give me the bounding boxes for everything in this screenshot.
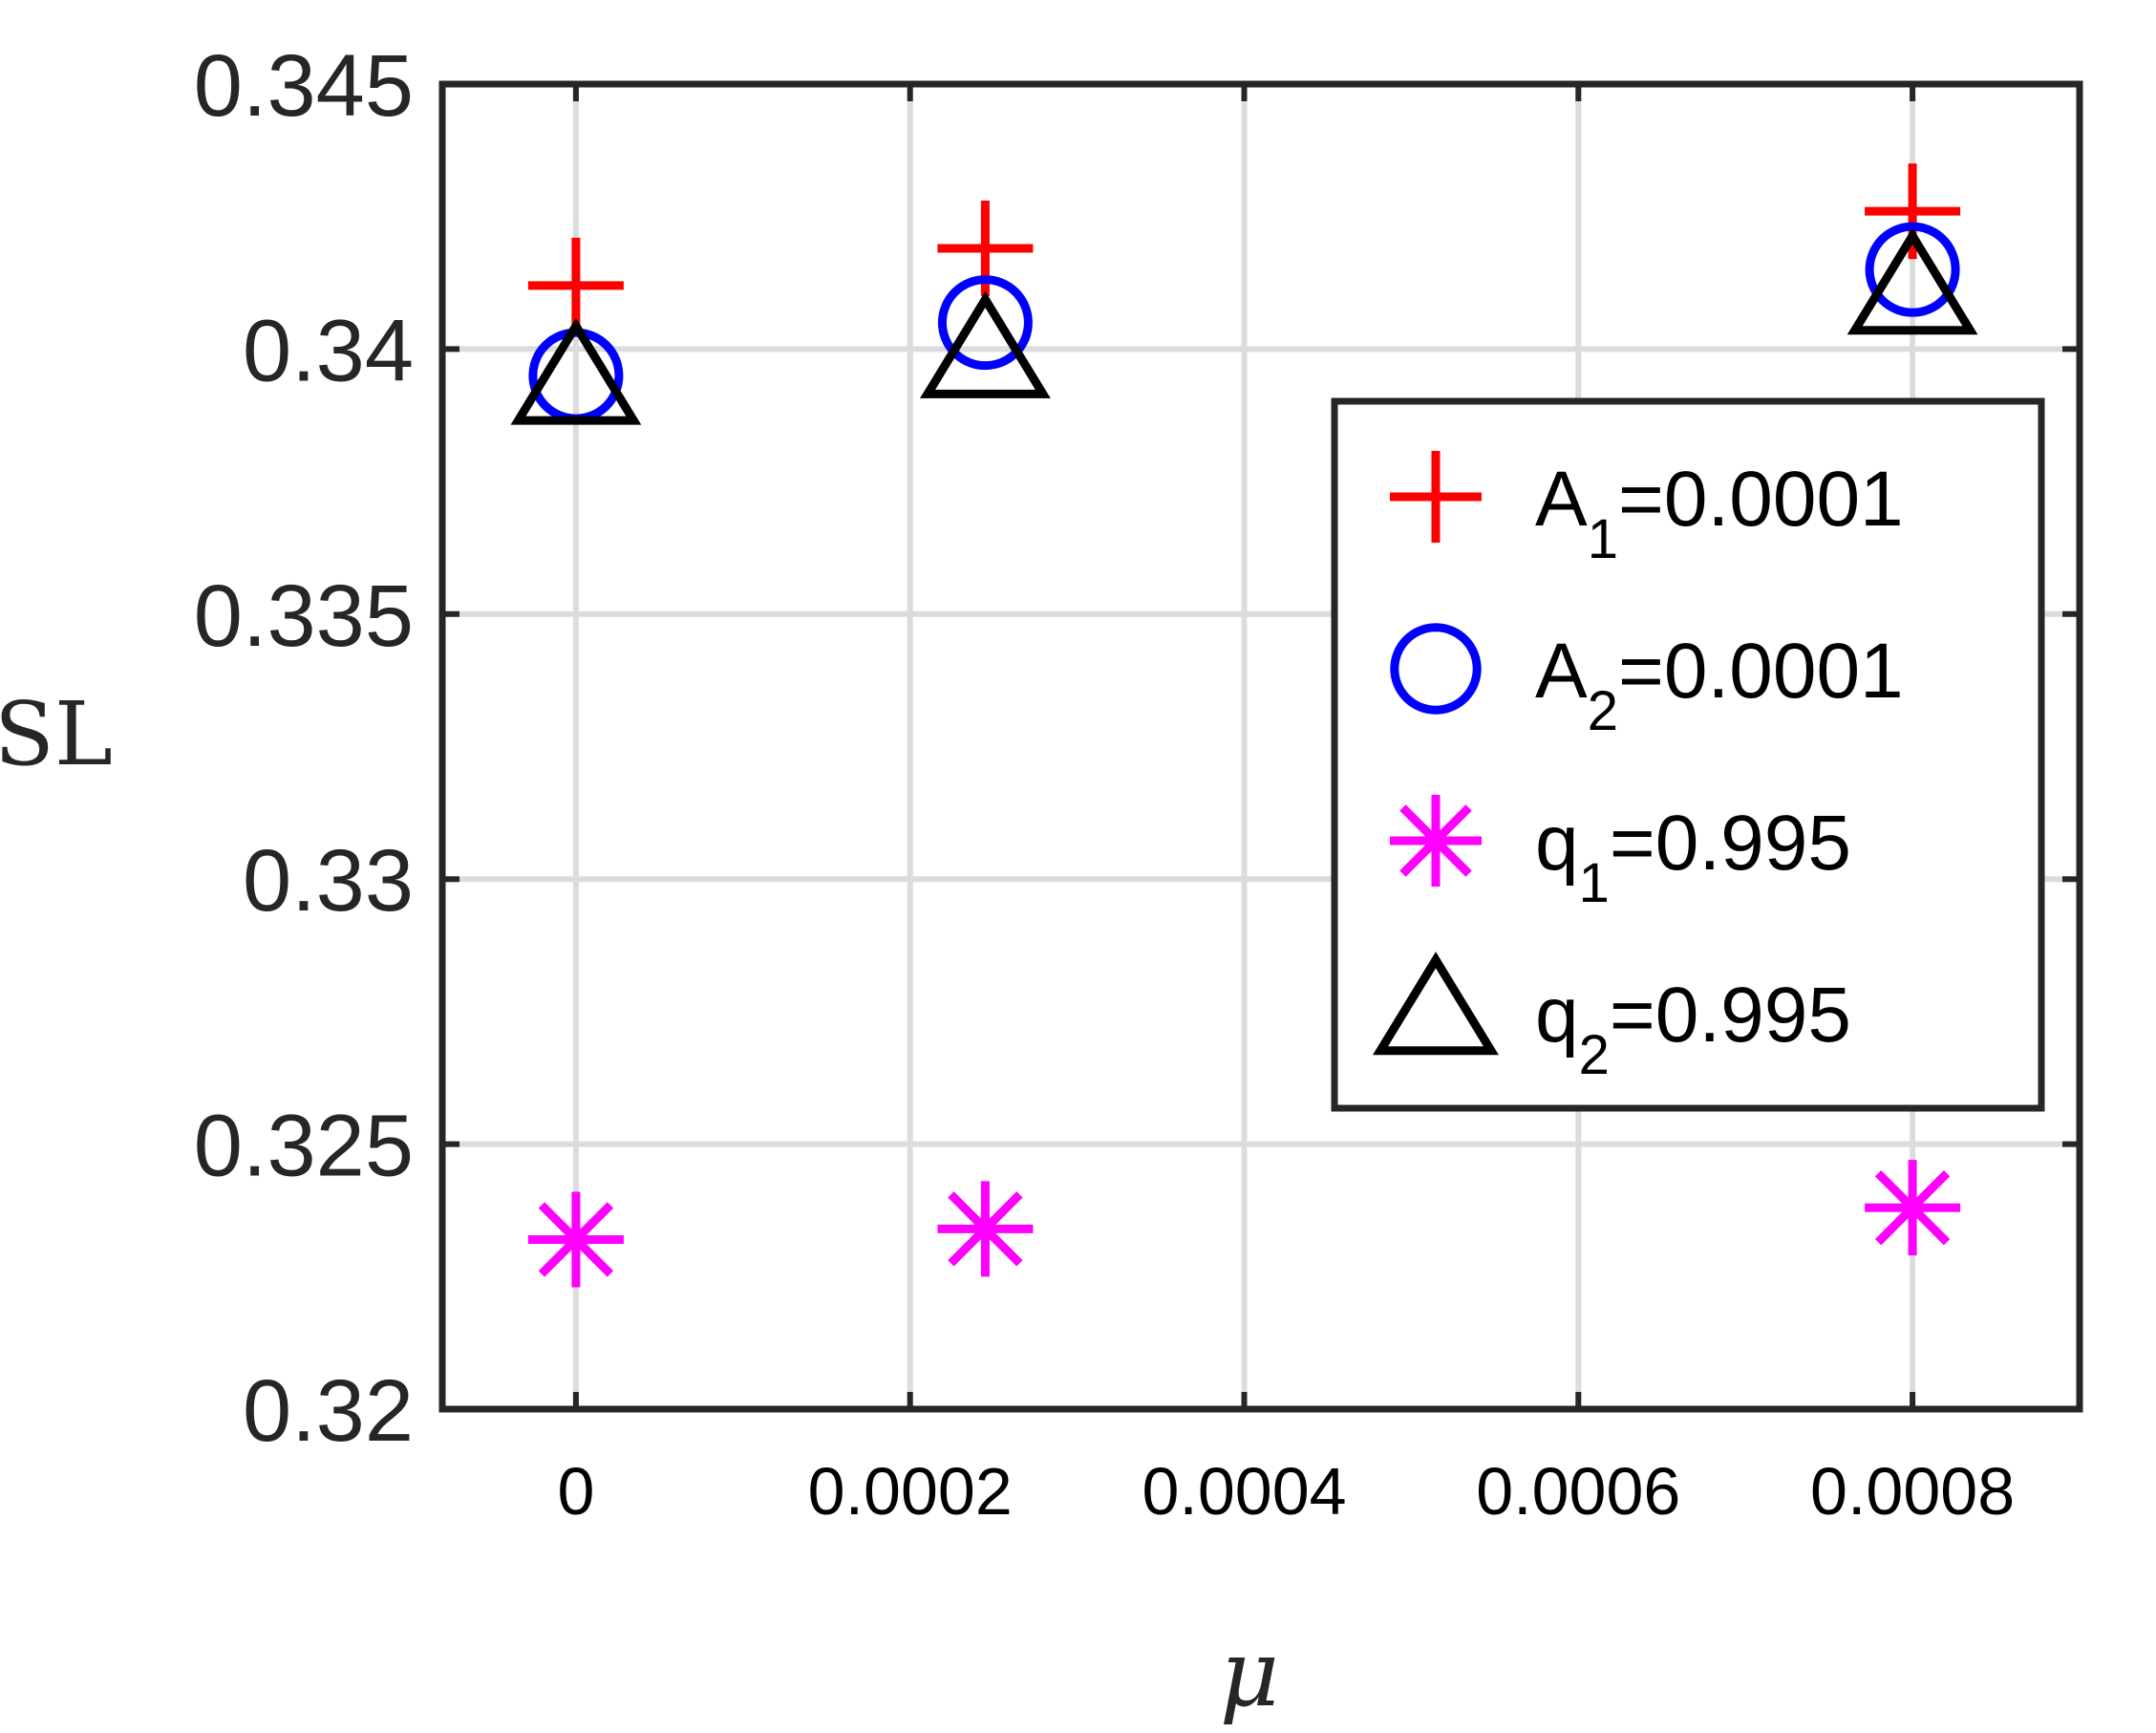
data-point — [527, 237, 624, 333]
data-point — [920, 290, 1051, 398]
asterisk-arm — [1874, 1169, 1951, 1246]
y-tick-label: 0.325 — [194, 1098, 414, 1195]
legend-item: q2=0.995 — [1373, 952, 1851, 1086]
asterisk-marker — [1390, 795, 1482, 887]
legend-label: q2=0.995 — [1535, 972, 1851, 1086]
y-tick-label: 0.335 — [194, 567, 414, 665]
series-triangle — [510, 227, 1978, 425]
data-point — [510, 317, 642, 425]
legend-label-main: A — [1535, 456, 1588, 543]
x-tick-label: 0.0004 — [1142, 1454, 1346, 1529]
data-markers — [510, 163, 1978, 1288]
legend-item: A2=0.0001 — [1390, 623, 1904, 742]
legend-item: A1=0.0001 — [1390, 451, 1904, 570]
legend-label-value: =0.0001 — [1618, 456, 1904, 543]
x-tick-label: 0 — [557, 1454, 594, 1529]
legend-label-main: q — [1535, 800, 1579, 887]
legend-item: q1=0.995 — [1390, 795, 1851, 914]
circle-ring — [937, 275, 1033, 371]
x-tick-label: 0.0008 — [1810, 1454, 2015, 1529]
asterisk-arm — [1399, 804, 1472, 877]
y-tick-label: 0.33 — [243, 832, 414, 930]
triangle-outline — [510, 317, 642, 425]
y-axis-label: SL — [0, 683, 113, 785]
plus-marker — [1390, 451, 1482, 543]
y-tick-label: 0.34 — [243, 302, 414, 399]
legend-label-value: =0.995 — [1610, 972, 1851, 1059]
legend-label: A1=0.0001 — [1535, 456, 1904, 570]
legend-label-main: A — [1535, 628, 1588, 715]
triangle-outline — [1373, 952, 1499, 1056]
y-tick-label: 0.32 — [243, 1362, 414, 1460]
data-point — [1865, 1160, 1961, 1256]
legend-label-subscript: 1 — [1588, 508, 1618, 570]
triangle-marker — [1373, 952, 1499, 1056]
circle-ring — [1390, 623, 1482, 715]
data-point — [1846, 227, 1978, 335]
legend-label: q1=0.995 — [1535, 800, 1851, 914]
x-axis-label: μ — [1220, 1620, 1279, 1727]
legend-label: A2=0.0001 — [1535, 628, 1904, 742]
legend-label-value: =0.995 — [1610, 800, 1851, 887]
data-point — [1865, 222, 1960, 317]
legend-label-subscript: 2 — [1579, 1024, 1610, 1086]
circle-ring — [1865, 222, 1960, 317]
legend-label-main: q — [1535, 972, 1579, 1059]
legend-label-subscript: 1 — [1579, 852, 1610, 914]
series-asterisk — [527, 1160, 1961, 1288]
x-tick-label: 0.0006 — [1476, 1454, 1680, 1529]
data-point — [937, 275, 1033, 371]
x-tick-label: 0.0002 — [808, 1454, 1013, 1529]
triangle-outline — [920, 290, 1051, 398]
data-point — [937, 1181, 1034, 1277]
x-tick-labels: 0 0.0002 0.0004 0.0006 0.0008 — [557, 1454, 2015, 1529]
asterisk-arm — [538, 1202, 614, 1277]
triangle-outline — [1846, 227, 1978, 335]
asterisk-arm — [948, 1191, 1023, 1267]
circle-marker — [1390, 623, 1482, 715]
legend-label-value: =0.0001 — [1618, 628, 1904, 715]
legend-label-subscript: 2 — [1588, 680, 1618, 742]
data-point — [527, 1191, 624, 1288]
y-tick-labels: 0.32 0.325 0.33 0.335 0.34 0.345 — [194, 37, 414, 1460]
y-tick-label: 0.345 — [194, 37, 414, 135]
plot-frame — [438, 80, 2083, 1413]
